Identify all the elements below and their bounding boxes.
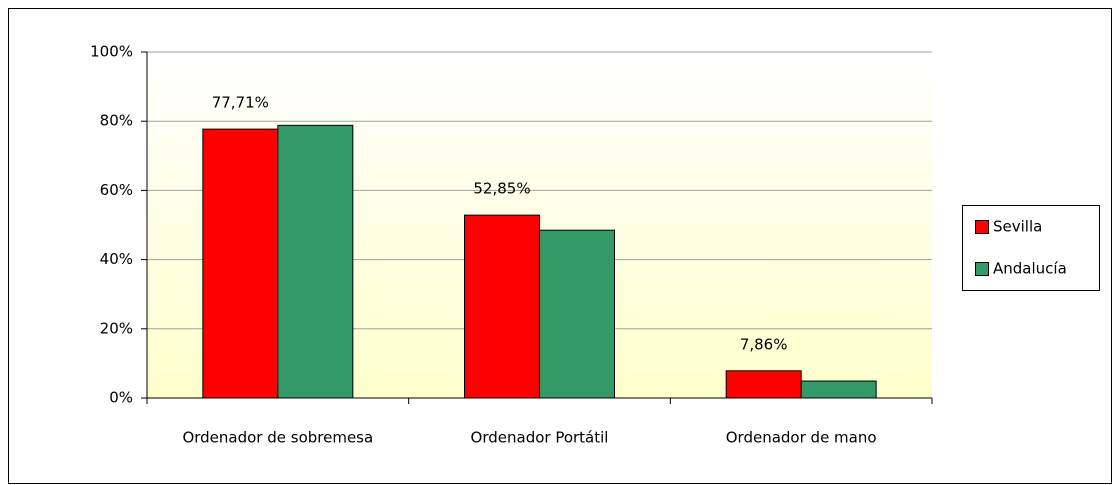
bar bbox=[800, 380, 877, 399]
y-tick-label: 80% bbox=[100, 112, 133, 130]
bar bbox=[202, 128, 279, 399]
y-tick-label: 0% bbox=[109, 389, 133, 407]
x-tick-label: Ordenador Portátil bbox=[471, 429, 609, 447]
data-label: 7,86% bbox=[740, 335, 788, 353]
y-tick-label: 60% bbox=[100, 181, 133, 199]
bar bbox=[725, 370, 802, 399]
bar bbox=[539, 229, 615, 399]
x-tick-label: Ordenador de sobremesa bbox=[182, 429, 373, 447]
y-tick-label: 20% bbox=[100, 319, 133, 337]
bar bbox=[464, 214, 540, 399]
legend-label: Sevilla bbox=[993, 218, 1042, 236]
bar bbox=[277, 124, 354, 399]
legend bbox=[962, 205, 1100, 291]
x-tick-label: Ordenador de mano bbox=[726, 429, 877, 447]
y-tick-label: 100% bbox=[90, 43, 133, 61]
legend-swatch bbox=[975, 220, 989, 234]
data-label: 77,71% bbox=[212, 94, 269, 112]
legend-label: Andalucía bbox=[993, 260, 1067, 278]
y-tick-label: 40% bbox=[100, 250, 133, 268]
data-label: 52,85% bbox=[473, 180, 530, 198]
legend-swatch bbox=[975, 262, 989, 276]
